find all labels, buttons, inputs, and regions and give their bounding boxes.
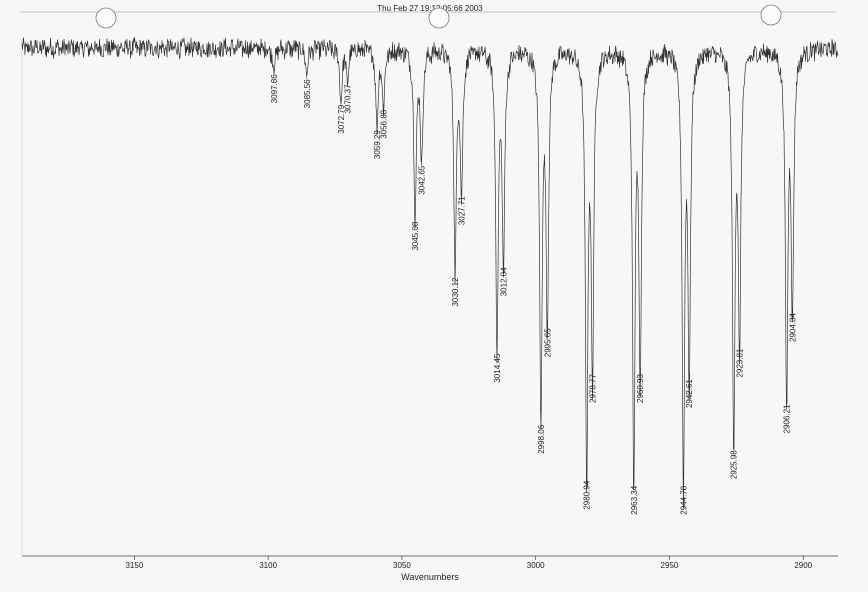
peak-label: 2942.61 [685,379,694,408]
x-tick-label: 3150 [125,561,143,570]
peak-label: 2960.93 [636,373,645,402]
x-axis-title: Wavenumbers [401,572,459,582]
peak-label: 2980.94 [583,480,592,509]
punch-hole-left [95,7,117,29]
peak-label: 3042.65 [418,165,427,194]
x-tick-label: 3050 [393,561,411,570]
peak-label: 2923.81 [736,348,745,377]
peak-label: 3012.04 [499,267,508,296]
peak-label: 3059.29 [373,130,382,159]
timestamp-header: Thu Feb 27 19:1?:05:66 2003 [377,4,483,13]
peak-label: 2904.04 [788,313,797,342]
peak-label: 3027.71 [458,196,467,225]
punch-hole-center [428,7,450,29]
x-tick-label: 3100 [259,561,277,570]
peak-label: 3085.56 [303,79,312,108]
peak-label: 3045.08 [411,221,420,250]
peak-label: 2963.34 [630,485,639,514]
x-tick-label: 3000 [527,561,545,570]
peak-label: 3030.12 [451,277,460,306]
x-tick-label: 2950 [661,561,679,570]
spectrum-line [21,36,839,509]
x-tick-label: 2900 [794,561,812,570]
peak-label: 2995.65 [543,328,552,357]
peak-label: 2925.98 [730,450,739,479]
peak-label: 3070.37 [343,84,352,113]
peak-label: 3056.88 [380,109,389,138]
peak-label: 2906.21 [783,404,792,433]
axes-group [21,38,838,557]
peak-label: 3097.86 [270,74,279,103]
peak-label: 2944.78 [679,485,688,514]
peak-label: 2978.77 [588,373,597,402]
punch-hole-right [760,4,782,26]
peak-label: 2998.06 [537,424,546,453]
x-ticks: 3150 3100 3050 3000 2950 2900 [125,556,813,570]
header-group: Thu Feb 27 19:1?:05:66 2003 [20,4,836,29]
peak-label: 3072.79 [337,104,346,133]
peak-label: 3014.45 [493,353,502,382]
